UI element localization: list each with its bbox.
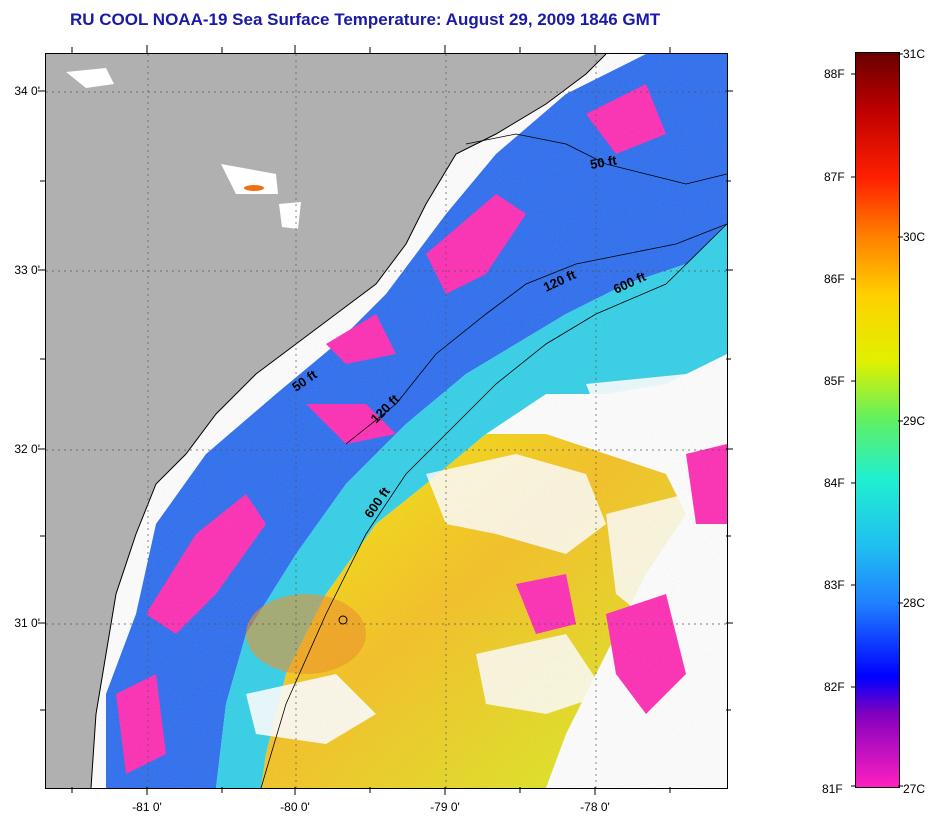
land-mass — [46, 54, 606, 788]
lat-label-31: 31 0' — [14, 616, 40, 630]
cb-f-82: 82F — [824, 680, 845, 694]
cb-c-27: 27C — [903, 782, 926, 796]
cb-c-31: 31C — [903, 47, 926, 61]
lon-label-80: -80 0' — [280, 800, 310, 814]
cb-f-81: 81F — [822, 782, 843, 796]
lake-1 — [66, 68, 114, 88]
lon-label-78: -78 0' — [580, 800, 610, 814]
station-marker — [338, 615, 348, 625]
contour-120ft — [345, 223, 727, 445]
contour-50ft — [465, 133, 727, 185]
lon-label-81: -81 0' — [132, 800, 162, 814]
lon-label-79: -79 0' — [430, 800, 460, 814]
cb-c-28: 28C — [903, 596, 926, 610]
contour-label-50ft-a: 50 ft — [589, 152, 619, 172]
lat-label-34: 34 0' — [14, 84, 40, 98]
cb-f-85: 85F — [824, 374, 845, 388]
cb-c-29: 29C — [903, 414, 926, 428]
colorbar-gradient — [856, 53, 899, 787]
cb-c-30: 30C — [903, 230, 926, 244]
lake-3 — [279, 202, 301, 229]
lat-label-32: 32 0' — [14, 442, 40, 456]
cb-f-86: 86F — [824, 272, 845, 286]
map-title: RU COOL NOAA-19 Sea Surface Temperature:… — [70, 10, 661, 29]
cb-f-88: 88F — [824, 67, 845, 81]
cb-f-87: 87F — [824, 170, 845, 184]
cb-f-83: 83F — [824, 578, 845, 592]
sst-map-graphic: 50 ft 50 ft 120 ft 120 ft 600 ft 600 ft — [46, 54, 727, 788]
lat-label-33: 33 0' — [14, 263, 40, 277]
sst-map[interactable]: 50 ft 50 ft 120 ft 120 ft 600 ft 600 ft — [45, 53, 728, 789]
cb-f-84: 84F — [824, 476, 845, 490]
temperature-colorbar — [855, 52, 900, 788]
lake-2-warm — [244, 185, 264, 191]
graticule — [46, 54, 727, 788]
lake-2 — [221, 164, 278, 194]
